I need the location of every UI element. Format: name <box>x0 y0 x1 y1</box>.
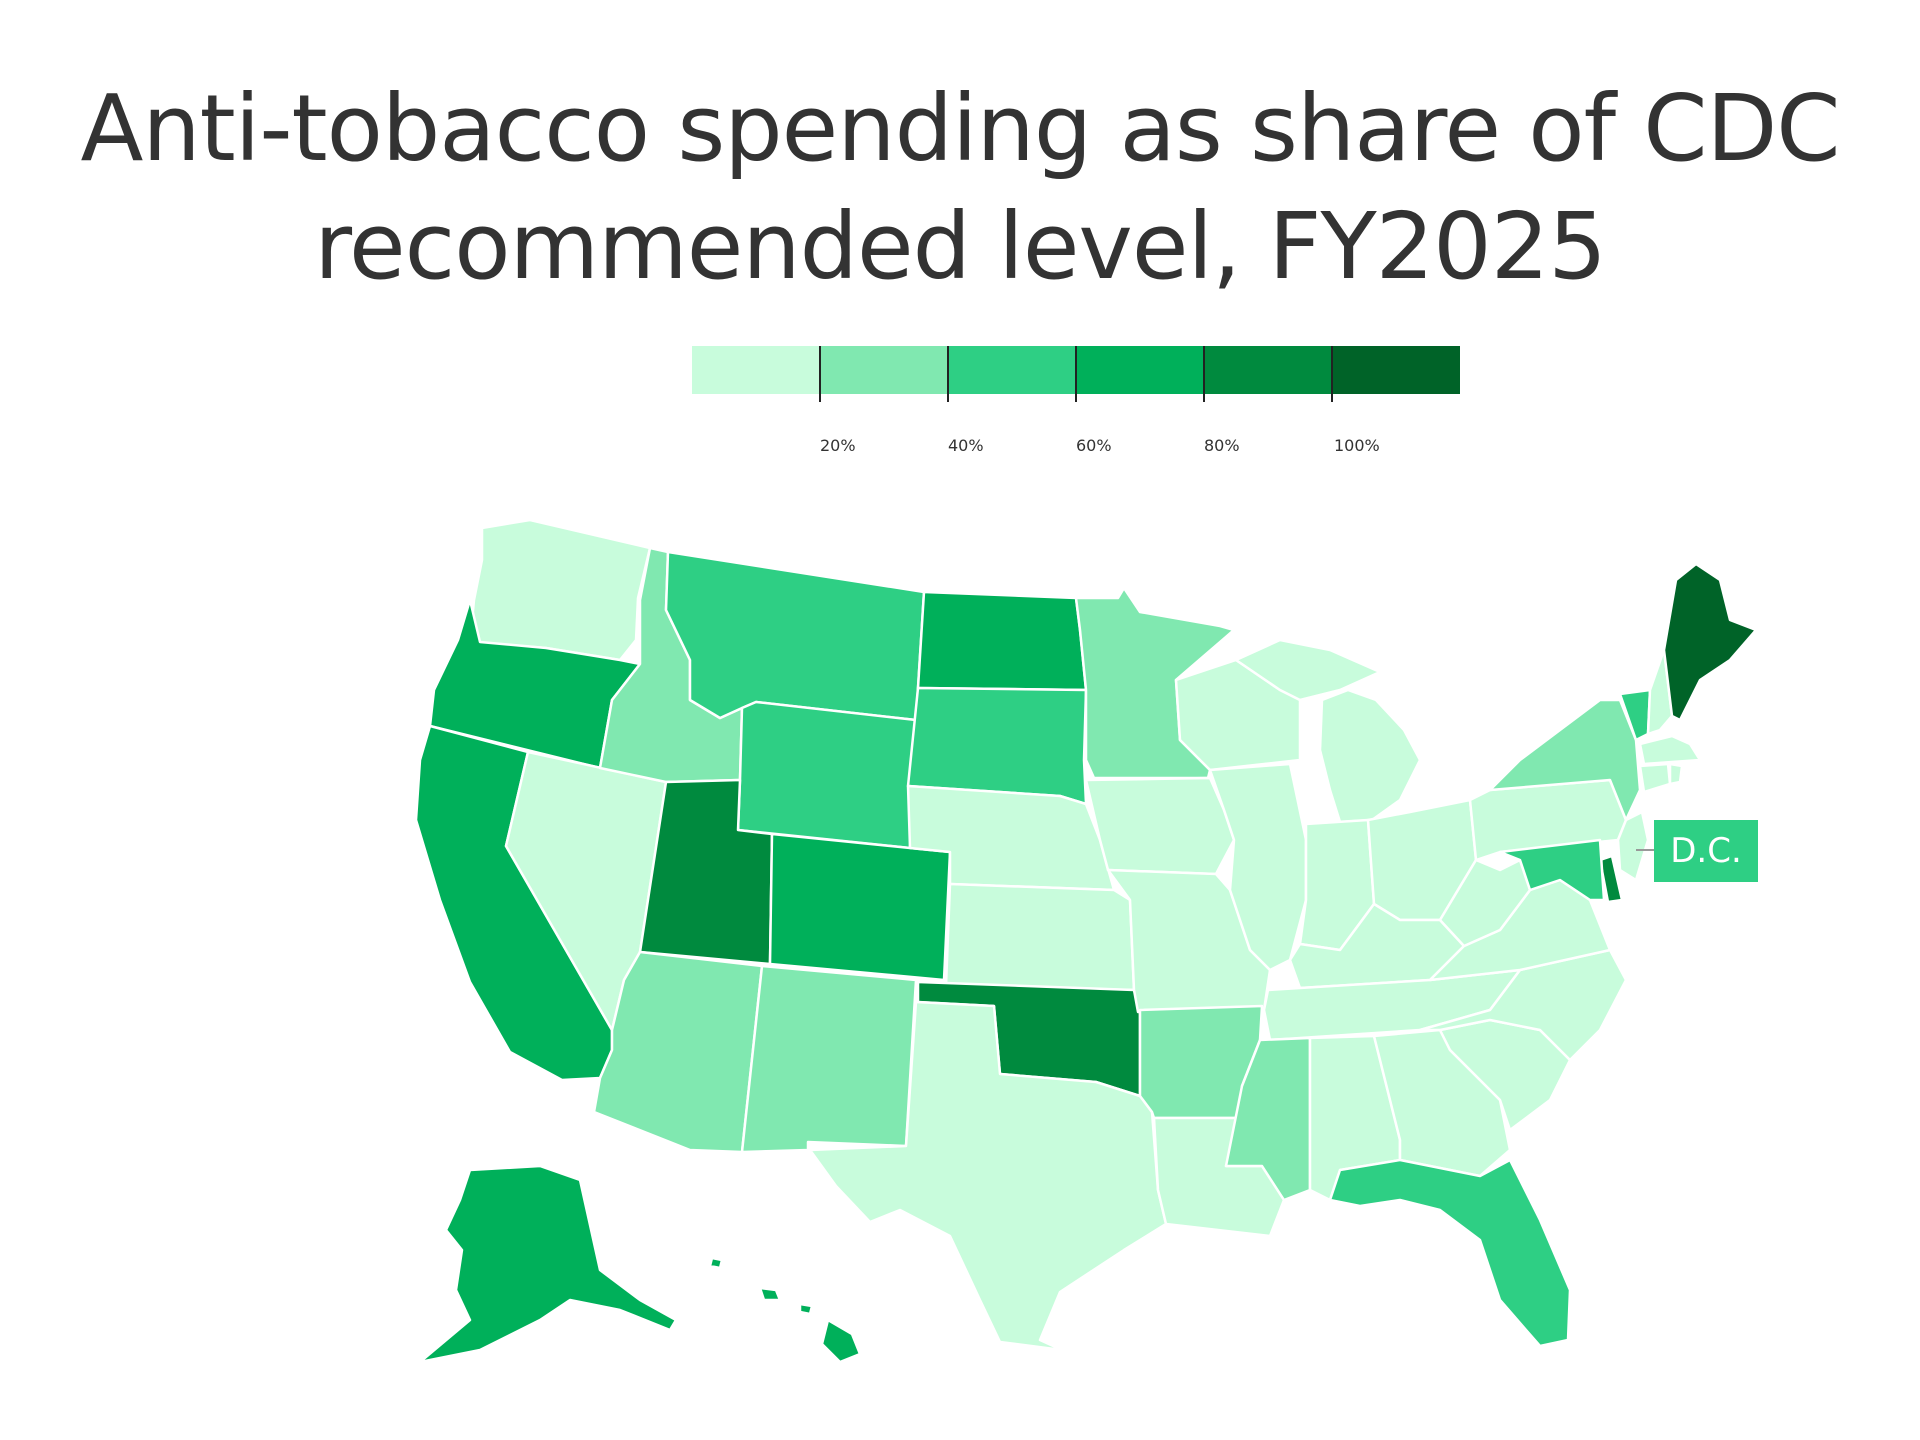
dc-label: D.C. <box>1670 831 1742 871</box>
legend-tick <box>819 346 821 402</box>
state-CO[interactable] <box>768 832 952 982</box>
state-IL[interactable] <box>1208 762 1308 972</box>
title-line-1: Anti-tobacco spending as share of CDC <box>80 75 1840 182</box>
state-NC[interactable] <box>1418 948 1628 1062</box>
legend-tick <box>1075 346 1077 402</box>
state-MA[interactable] <box>1638 734 1702 766</box>
legend-label-40: 40% <box>948 436 984 455</box>
state-TX[interactable] <box>808 1000 1168 1352</box>
legend-swatch-4 <box>1076 346 1204 394</box>
legend-label-20: 20% <box>820 436 856 455</box>
state-ME[interactable] <box>1662 562 1758 722</box>
state-MI[interactable] <box>1318 688 1422 824</box>
state-MD[interactable] <box>1498 838 1606 902</box>
title-line-2: recommended level, FY2025 <box>314 193 1607 300</box>
state-WY[interactable] <box>736 700 918 850</box>
color-legend <box>692 346 1460 402</box>
legend-swatch-2 <box>820 346 948 394</box>
chart-title: Anti-tobacco spending as share of CDC re… <box>0 70 1920 306</box>
state-NM[interactable] <box>740 964 918 1154</box>
legend-label-60: 60% <box>1076 436 1112 455</box>
legend-swatch-3 <box>948 346 1076 394</box>
state-ND[interactable] <box>916 590 1088 692</box>
state-KS[interactable] <box>944 882 1136 992</box>
legend-swatch-5 <box>1204 346 1332 394</box>
state-WA[interactable] <box>468 518 652 662</box>
legend-swatch-1 <box>692 346 820 394</box>
state-MI-UP[interactable] <box>1234 638 1382 702</box>
dc-label-box[interactable]: D.C. <box>1654 820 1758 882</box>
state-DE[interactable] <box>1598 854 1624 904</box>
legend-swatch-6 <box>1332 346 1460 394</box>
state-CT[interactable] <box>1638 762 1672 794</box>
legend-tick <box>1203 346 1205 402</box>
legend-label-100: 100% <box>1334 436 1380 455</box>
state-IA[interactable] <box>1084 776 1236 876</box>
state-HI[interactable] <box>708 1256 862 1364</box>
legend-tick <box>1331 346 1333 402</box>
state-AK[interactable] <box>418 1164 678 1364</box>
state-RI[interactable] <box>1668 762 1684 786</box>
legend-tick <box>947 346 949 402</box>
state-NJ[interactable] <box>1616 810 1650 882</box>
state-FL[interactable] <box>1328 1158 1572 1348</box>
legend-label-80: 80% <box>1204 436 1240 455</box>
state-MT[interactable] <box>664 550 926 722</box>
